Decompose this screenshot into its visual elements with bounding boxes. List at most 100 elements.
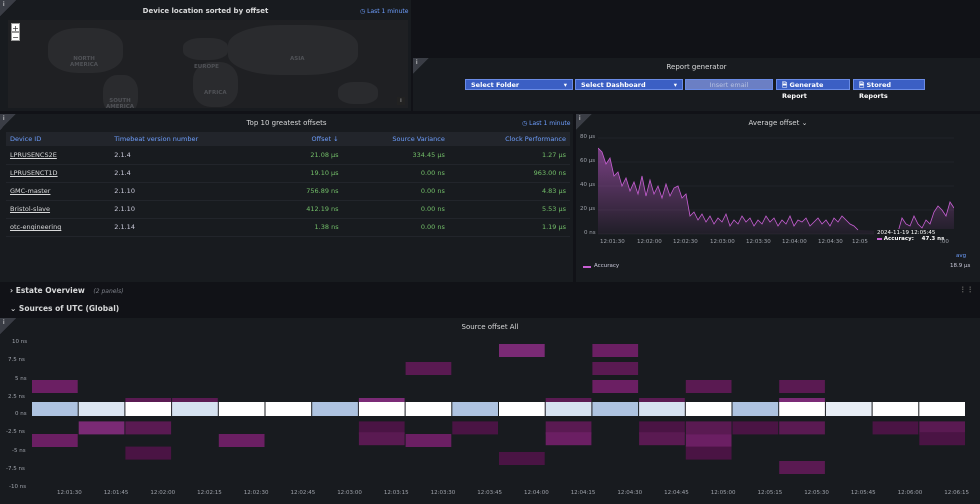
heatmap-cell[interactable] xyxy=(218,402,265,416)
col-clock-performance[interactable]: Clock Performance xyxy=(448,132,570,146)
device-id-link[interactable]: LPRUSENCT1D xyxy=(6,164,111,183)
clock-cell: 4.83 µs xyxy=(448,182,570,201)
heatmap-cell[interactable] xyxy=(779,402,825,416)
panel-info-icon[interactable]: i xyxy=(0,0,16,16)
map-attribution-icon[interactable]: i xyxy=(397,97,405,105)
heatmap-cell[interactable] xyxy=(592,402,639,416)
map-panel: i Device location sorted by offset ◷ Las… xyxy=(0,0,411,111)
heatmap-cell[interactable] xyxy=(172,402,218,416)
heatmap-cell[interactable] xyxy=(919,402,965,416)
heatmap-cell[interactable] xyxy=(639,432,685,446)
heatmap-cell[interactable] xyxy=(405,434,452,447)
panel-info-icon[interactable]: i xyxy=(413,58,429,74)
zoom-in-button[interactable]: + xyxy=(11,23,20,33)
heatmap-cell[interactable] xyxy=(639,402,685,416)
heatmap-cell[interactable] xyxy=(872,402,919,416)
heatmap-cell[interactable] xyxy=(218,434,265,447)
tooltip-series: Accuracy: xyxy=(883,236,914,242)
heatmap-cell[interactable] xyxy=(78,402,125,416)
heatmap-cell[interactable] xyxy=(405,402,452,416)
heatmap-cell[interactable] xyxy=(358,402,405,416)
heatmap-cell[interactable] xyxy=(685,380,732,393)
heatmap-cell[interactable] xyxy=(358,421,405,435)
heatmap-cell[interactable] xyxy=(545,402,592,416)
heatmap-cell[interactable] xyxy=(452,421,498,435)
heatmap-cell[interactable] xyxy=(779,461,825,474)
heatmap-cell[interactable] xyxy=(125,421,172,435)
col-version[interactable]: Timebeat version number xyxy=(110,132,272,146)
select-dashboard-dropdown[interactable]: Select Dashboard ▾ xyxy=(575,79,683,90)
map-label-africa: AFRICA xyxy=(204,90,227,96)
x-tick: 12:01:30 xyxy=(600,239,625,245)
heatmap-cell[interactable] xyxy=(499,402,545,416)
source-offset-heatmap[interactable] xyxy=(32,344,970,488)
chevron-down-icon: ▾ xyxy=(673,81,677,89)
panel-info-icon[interactable]: i xyxy=(576,114,592,130)
table-time-range[interactable]: ◷ Last 1 minute xyxy=(522,120,571,127)
chevron-right-icon: › xyxy=(10,286,14,295)
map-time-range[interactable]: ◷ Last 1 minute xyxy=(360,8,409,15)
heatmap-cell[interactable] xyxy=(358,432,405,446)
offset-cell: 1.38 ns xyxy=(271,218,343,237)
device-id-link[interactable]: otc-engineering xyxy=(6,218,111,237)
heatmap-cell[interactable] xyxy=(78,421,125,435)
col-device-id[interactable]: Device ID xyxy=(6,132,111,146)
device-id-link[interactable]: LPRUSENCS2E xyxy=(6,146,111,165)
heatmap-cell[interactable] xyxy=(732,402,779,416)
heatmap-cell[interactable] xyxy=(545,432,592,446)
heatmap-cell[interactable] xyxy=(32,402,78,416)
heatmap-cell[interactable] xyxy=(32,380,78,393)
drag-handle-icon[interactable]: ⋮⋮ xyxy=(959,285,974,294)
device-id-link[interactable]: Bristol-slave xyxy=(6,200,111,219)
heatmap-cell[interactable] xyxy=(452,402,498,416)
continent-africa xyxy=(193,62,238,107)
heatmap-cell[interactable] xyxy=(592,344,639,357)
heatmap-cell[interactable] xyxy=(499,344,545,357)
heatmap-cell[interactable] xyxy=(685,421,732,435)
col-source-variance[interactable]: Source Variance xyxy=(342,132,449,146)
heatmap-cell[interactable] xyxy=(312,402,358,416)
x-tick: 12:02:30 xyxy=(243,490,269,496)
clock-cell: 1.27 µs xyxy=(448,146,570,165)
heatmap-cell[interactable] xyxy=(125,402,172,416)
heatmap-cell[interactable] xyxy=(125,446,172,460)
generate-report-button[interactable]: 🗎 Generate Report xyxy=(776,79,850,100)
average-offset-title[interactable]: Average offset ⌄ xyxy=(748,119,808,127)
col-offset[interactable]: Offset ↓ xyxy=(271,132,343,146)
heatmap-cell[interactable] xyxy=(592,362,639,375)
heatmap-cell[interactable] xyxy=(919,421,965,435)
heatmap-cell[interactable] xyxy=(685,402,732,416)
heatmap-cell[interactable] xyxy=(919,432,965,446)
stored-reports-button[interactable]: 🗎 Stored Reports xyxy=(853,79,925,100)
heatmap-cell[interactable] xyxy=(499,452,545,465)
zoom-out-button[interactable]: − xyxy=(11,32,20,42)
table-row: LPRUSENCS2E 2.1.4 21.08 µs 334.45 µs 1.2… xyxy=(6,146,570,165)
heatmap-cell[interactable] xyxy=(779,421,825,435)
email-input[interactable]: Insert email xyxy=(685,79,773,90)
select-folder-dropdown[interactable]: Select Folder ▾ xyxy=(465,79,573,90)
heatmap-cell[interactable] xyxy=(639,421,685,435)
legend-accuracy[interactable]: Accuracy xyxy=(594,263,620,269)
x-tick: 12:04:15 xyxy=(570,490,596,496)
heatmap-cell[interactable] xyxy=(265,402,312,416)
heatmap-cell[interactable] xyxy=(685,434,732,447)
panel-info-icon[interactable]: i xyxy=(0,114,16,130)
heatmap-cell[interactable] xyxy=(779,380,825,393)
device-id-link[interactable]: GMC-master xyxy=(6,182,111,201)
heatmap-cell[interactable] xyxy=(732,421,779,435)
average-offset-chart[interactable] xyxy=(598,136,954,236)
row-sources-utc[interactable]: ⌄ Sources of UTC (Global) xyxy=(0,300,980,317)
panel-info-icon[interactable]: i xyxy=(0,318,16,334)
heatmap-cell[interactable] xyxy=(592,380,639,393)
heatmap-cell[interactable] xyxy=(872,421,919,435)
heatmap-cell[interactable] xyxy=(685,446,732,460)
version-cell: 2.1.10 xyxy=(110,182,272,201)
legend-avg-value: 18.9 µs xyxy=(950,263,971,269)
heatmap-cell[interactable] xyxy=(405,362,452,375)
legend-stat-header[interactable]: avg xyxy=(956,253,967,259)
heatmap-cell[interactable] xyxy=(825,402,872,416)
heatmap-cell[interactable] xyxy=(32,434,78,447)
heatmap-cell[interactable] xyxy=(545,421,592,435)
row-estate-overview[interactable]: › Estate Overview (2 panels) ⋮⋮ xyxy=(0,282,980,299)
world-map[interactable]: NORTH AMERICA EUROPE ASIA AFRICA SOUTH AME… xyxy=(8,20,408,108)
